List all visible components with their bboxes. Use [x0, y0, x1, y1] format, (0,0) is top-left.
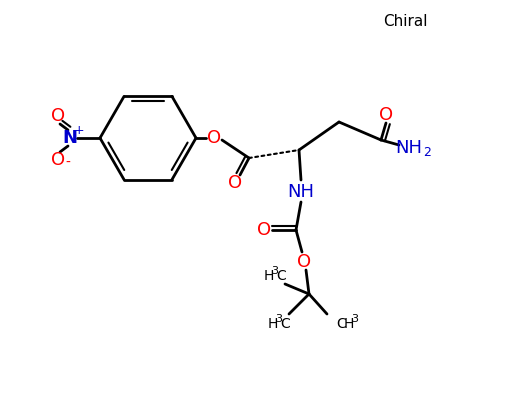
Text: H: H	[264, 269, 274, 283]
Text: 2: 2	[423, 146, 431, 158]
Text: NH: NH	[288, 183, 314, 201]
Text: +: +	[74, 124, 84, 136]
Text: O: O	[257, 221, 271, 239]
Text: H: H	[344, 317, 354, 331]
Text: O: O	[379, 106, 393, 124]
Text: O: O	[228, 174, 242, 192]
Text: Chiral: Chiral	[383, 14, 427, 30]
Text: 3: 3	[352, 314, 358, 324]
Text: O: O	[51, 151, 65, 169]
Text: C: C	[336, 317, 346, 331]
Text: 3: 3	[271, 266, 279, 276]
Text: O: O	[297, 253, 311, 271]
Text: C: C	[280, 317, 290, 331]
Text: O: O	[207, 129, 221, 147]
Text: -: -	[66, 156, 71, 170]
Text: C: C	[276, 269, 286, 283]
Text: O: O	[51, 107, 65, 125]
Text: 3: 3	[275, 314, 283, 324]
Text: H: H	[268, 317, 278, 331]
Text: N: N	[62, 129, 77, 147]
Text: NH: NH	[395, 139, 422, 157]
